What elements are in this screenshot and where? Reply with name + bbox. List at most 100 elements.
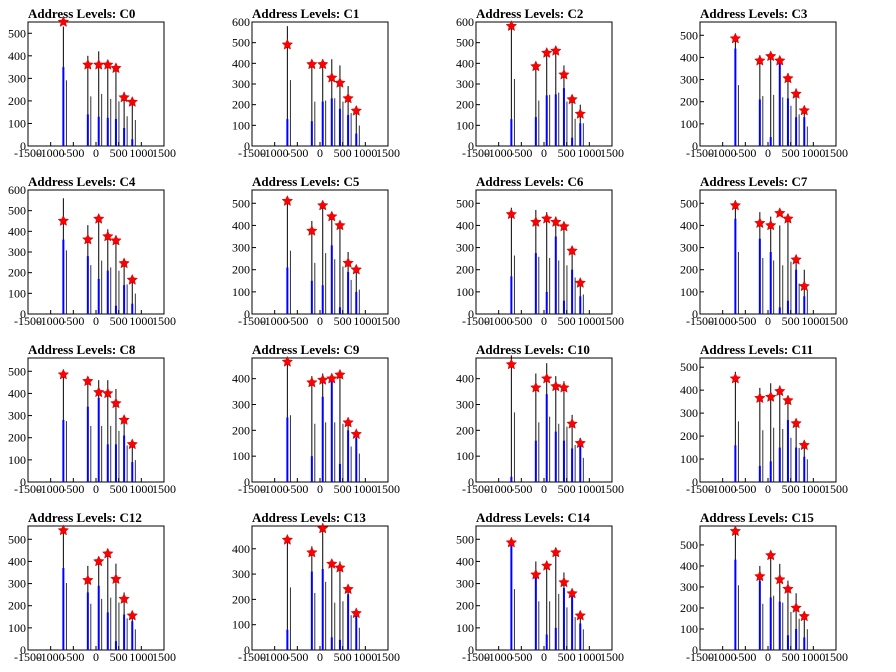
peak-bar: [330, 98, 333, 146]
chart-panel: Address Levels: C12 0 100 200 300 400 500 -1500…: [0, 504, 224, 672]
peak-marker: [306, 546, 318, 558]
y-tick-label: 300: [680, 406, 698, 420]
y-tick-label: 200: [232, 423, 250, 437]
peak-bar: [545, 634, 548, 650]
peak-bar: [338, 108, 341, 146]
y-tick-label: 300: [456, 77, 474, 91]
x-tick-label: -1000: [485, 146, 513, 160]
peak-bar: [347, 430, 350, 482]
plot-frame: [475, 21, 613, 147]
x-tick-label: 1000: [129, 314, 153, 328]
y-tick-label: 500: [232, 36, 250, 50]
peak-bar: [114, 305, 117, 314]
peak-marker: [566, 244, 578, 256]
y-tick-label: 200: [456, 423, 474, 437]
y-tick-label: 300: [680, 73, 698, 87]
y-tick-label: 400: [232, 56, 250, 70]
peak-bar: [579, 296, 582, 314]
peak-marker: [754, 54, 766, 66]
x-tick-label: 1500: [376, 650, 400, 664]
x-tick-label: -500: [510, 650, 532, 664]
peak-bar: [803, 456, 806, 482]
peak-bar: [803, 296, 806, 314]
x-tick-label: 1500: [376, 146, 400, 160]
x-tick-label: -1500: [686, 482, 714, 496]
x-tick-label: 1500: [152, 314, 176, 328]
peak-marker: [774, 207, 786, 219]
x-tick-label: -1000: [485, 482, 513, 496]
x-tick-label: -1000: [261, 314, 289, 328]
x-tick-label: -500: [286, 482, 308, 496]
x-tick-label: 1000: [801, 482, 825, 496]
y-tick-label: 400: [232, 542, 250, 556]
x-tick-label: 500: [782, 146, 800, 160]
peak-marker: [118, 91, 130, 103]
peak-bar: [778, 307, 781, 314]
y-tick-label: 0: [20, 139, 26, 153]
chart-panel: Address Levels: C15 0 100 200 300 400 500 -1500…: [672, 504, 896, 672]
y-tick-label: 0: [468, 475, 474, 489]
y-tick-label: 0: [692, 475, 698, 489]
peak-marker: [317, 522, 329, 534]
x-tick-label: -1500: [462, 482, 490, 496]
y-tick-label: 0: [468, 139, 474, 153]
peak-bar: [734, 445, 737, 482]
y-tick-label: 300: [456, 241, 474, 255]
peak-bar: [86, 592, 89, 650]
peak-bar: [355, 133, 358, 146]
peak-bar: [62, 420, 65, 482]
peak-marker: [558, 220, 570, 232]
peak-marker: [306, 224, 318, 236]
y-tick-label: 100: [456, 285, 474, 299]
peak-marker: [782, 212, 794, 224]
y-tick-label: 200: [680, 95, 698, 109]
y-tick-label: 200: [232, 592, 250, 606]
peak-bar: [795, 117, 798, 146]
peak-marker: [93, 386, 105, 398]
x-tick-label: -500: [510, 482, 532, 496]
peak-bar: [62, 568, 65, 650]
y-tick-label: 600: [456, 15, 474, 29]
y-tick-label: 0: [20, 307, 26, 321]
x-tick-label: 0: [541, 314, 547, 328]
y-tick-label: 300: [232, 567, 250, 581]
x-tick-label: -1000: [485, 650, 513, 664]
peak-marker: [530, 381, 542, 393]
chart-panel: Address Levels: C5 0 100 200 300 400 500 -1500-…: [224, 168, 448, 336]
peak-bar: [310, 280, 313, 314]
y-tick-label: 500: [232, 196, 250, 210]
y-tick-label: 600: [8, 183, 26, 197]
y-tick-label: 200: [8, 431, 26, 445]
peak-bar: [769, 137, 772, 146]
y-tick-label: 100: [680, 285, 698, 299]
x-tick-label: -500: [734, 146, 756, 160]
x-tick-label: 1500: [824, 650, 848, 664]
peak-marker: [754, 217, 766, 229]
peak-bar: [330, 381, 333, 482]
peak-marker: [574, 437, 586, 449]
peak-marker: [729, 199, 742, 211]
peak-marker: [574, 107, 586, 119]
x-tick-label: 0: [317, 650, 323, 664]
peak-marker: [558, 381, 570, 393]
x-tick-label: 1500: [376, 482, 400, 496]
y-tick-label: 100: [232, 449, 250, 463]
chart-panel: Address Levels: C7 0 100 200 300 400 500 -1500-…: [672, 168, 896, 336]
peak-marker: [82, 58, 94, 70]
peak-marker: [782, 394, 794, 406]
y-tick-label: 300: [8, 409, 26, 423]
peak-marker: [798, 104, 810, 116]
peak-bar: [510, 543, 513, 650]
y-tick-label: 400: [456, 218, 474, 232]
x-tick-label: 0: [541, 482, 547, 496]
peak-marker: [505, 208, 518, 220]
x-tick-label: 500: [782, 482, 800, 496]
y-tick-label: 0: [20, 643, 26, 657]
x-tick-label: -1000: [709, 482, 737, 496]
peak-bar: [571, 594, 574, 650]
